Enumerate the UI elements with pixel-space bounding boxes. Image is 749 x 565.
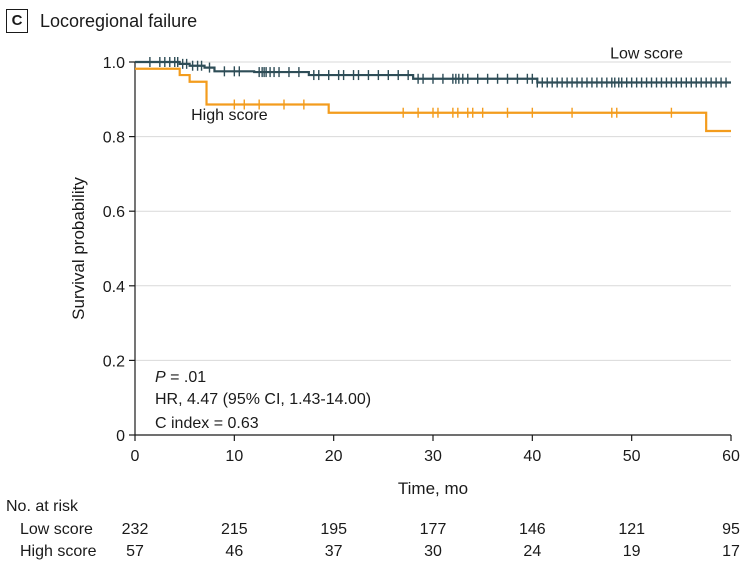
risk-table-value: 95 [722, 521, 740, 538]
p-value-annotation: P = .01 [155, 369, 206, 386]
x-axis-title: Time, mo [398, 479, 468, 498]
y-tick-label: 0.2 [103, 353, 125, 370]
risk-table-value: 24 [523, 543, 541, 560]
risk-table-value: 195 [320, 521, 347, 538]
p-value-number: = .01 [166, 369, 207, 386]
risk-table-value: 177 [420, 521, 447, 538]
series-label: Low score [610, 45, 683, 62]
x-tick-label: 10 [225, 448, 243, 465]
risk-table-row-label: Low score [20, 521, 93, 538]
risk-table-value: 46 [225, 543, 243, 560]
survival-curve [135, 67, 731, 133]
p-value-symbol: P [155, 369, 166, 386]
risk-table-row-label: High score [20, 543, 97, 560]
hazard-ratio-annotation: HR, 4.47 (95% CI, 1.43-14.00) [155, 391, 371, 408]
panel-letter: C [6, 9, 28, 33]
y-tick-label: 0.8 [103, 130, 125, 147]
y-tick-label: 1.0 [103, 55, 125, 72]
x-tick-label: 0 [131, 448, 140, 465]
risk-table-header: No. at risk [6, 498, 79, 515]
x-tick-label: 40 [523, 448, 541, 465]
y-tick-label: 0.6 [103, 204, 125, 221]
risk-table-value: 17 [722, 543, 740, 560]
risk-table-value: 146 [519, 521, 546, 538]
risk-table-value: 121 [618, 521, 645, 538]
series-label: High score [191, 107, 268, 124]
risk-table-value: 37 [325, 543, 343, 560]
y-tick-label: 0 [116, 428, 125, 445]
risk-table-value: 232 [122, 521, 149, 538]
risk-table-value: 30 [424, 543, 442, 560]
x-tick-label: 20 [325, 448, 343, 465]
x-tick-label: 30 [424, 448, 442, 465]
risk-table-value: 215 [221, 521, 248, 538]
y-axis-title: Survival probability [69, 177, 88, 320]
panel-title: Locoregional failure [40, 11, 198, 31]
x-tick-label: 50 [623, 448, 641, 465]
y-tick-label: 0.4 [103, 279, 125, 296]
risk-table-value: 19 [623, 543, 641, 560]
risk-table-value: 57 [126, 543, 144, 560]
c-index-annotation: C index = 0.63 [155, 415, 259, 432]
x-tick-label: 60 [722, 448, 740, 465]
